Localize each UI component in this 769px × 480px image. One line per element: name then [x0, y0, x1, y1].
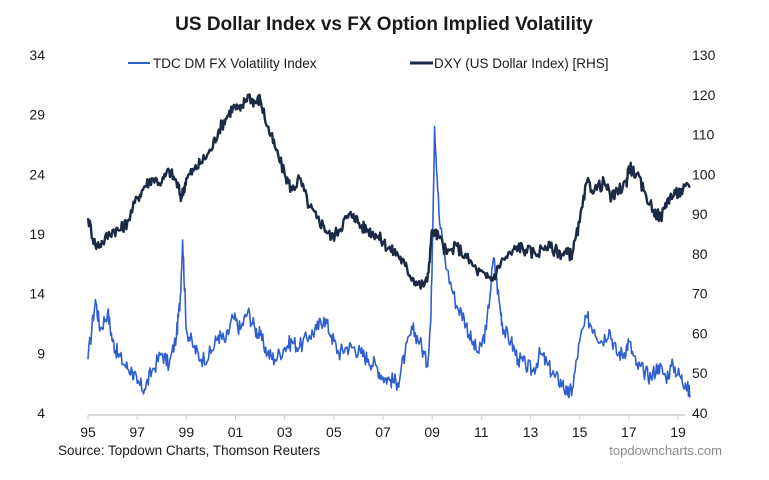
watermark: topdowncharts.com [609, 443, 722, 458]
x-tick-label: 15 [572, 424, 588, 440]
chart-title: US Dollar Index vs FX Option Implied Vol… [175, 14, 593, 35]
left-tick-label: 14 [29, 286, 45, 302]
x-tick-label: 19 [670, 424, 686, 440]
legend-label-volatility: TDC DM FX Volatility Index [153, 56, 317, 71]
series-line-volatility [87, 125, 692, 399]
x-tick-label: 05 [326, 424, 342, 440]
x-tick-label: 99 [179, 424, 195, 440]
source-note: Source: Topdown Charts, Thomson Reuters [58, 443, 320, 458]
right-tick-label: 100 [692, 166, 716, 182]
left-axis: 34 29 24 19 14 9 4 [29, 47, 45, 421]
x-tick-label: 97 [129, 424, 145, 440]
series-layer [86, 93, 692, 399]
left-tick-label: 4 [37, 405, 45, 421]
x-tick-label: 07 [375, 424, 391, 440]
legend-label-dxy: DXY (US Dollar Index) [RHS] [434, 56, 609, 71]
right-tick-label: 80 [692, 246, 708, 262]
right-tick-label: 70 [692, 286, 708, 302]
right-tick-label: 110 [692, 127, 715, 143]
right-tick-label: 40 [692, 405, 708, 421]
right-tick-label: 90 [692, 206, 708, 222]
left-tick-label: 19 [29, 226, 45, 242]
legend: TDC DM FX Volatility Index DXY (US Dolla… [128, 56, 609, 71]
x-tick-label: 11 [474, 424, 489, 440]
right-tick-label: 50 [692, 365, 708, 381]
x-tick-label: 01 [228, 424, 244, 440]
left-tick-label: 34 [29, 47, 45, 63]
right-tick-label: 60 [692, 325, 708, 341]
right-tick-label: 120 [692, 87, 716, 103]
left-tick-label: 24 [29, 166, 45, 182]
x-tick-label: 17 [621, 424, 637, 440]
x-tick-label: 09 [424, 424, 440, 440]
x-tick-label: 03 [277, 424, 293, 440]
right-tick-label: 130 [692, 47, 716, 63]
x-tick-label: 13 [523, 424, 539, 440]
series-line-dxy [86, 93, 691, 290]
x-axis: 95 97 99 01 03 05 07 09 11 13 15 17 19 [80, 415, 686, 440]
left-tick-label: 29 [29, 107, 45, 123]
right-axis: 130 120 110 100 90 80 70 60 50 40 [692, 47, 716, 421]
left-tick-label: 9 [37, 345, 45, 361]
x-tick-label: 95 [80, 424, 96, 440]
